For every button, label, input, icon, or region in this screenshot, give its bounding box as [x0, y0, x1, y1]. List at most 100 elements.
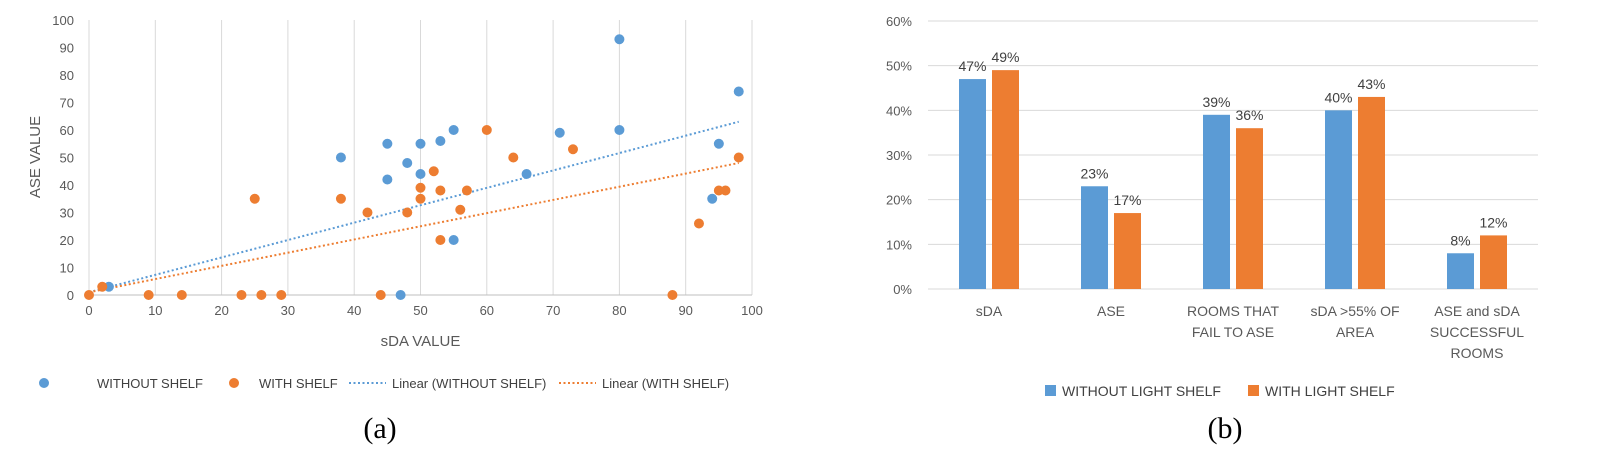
scatter-point-without-shelf — [335, 152, 346, 163]
scatter-point-with-shelf — [435, 235, 446, 245]
bar-data-label-with-light-shelf: 17% — [1113, 192, 1141, 208]
legend-marker-with-shelf — [229, 378, 239, 388]
scatter-x-tick-label: 10 — [148, 303, 162, 318]
bar-without-light-shelf — [1081, 186, 1108, 289]
scatter-point-with-shelf — [84, 290, 94, 300]
panel-label-a: (a) — [363, 412, 396, 445]
bar-with-light-shelf — [1236, 128, 1263, 289]
bar-legend: WITHOUT LIGHT SHELF WITH LIGHT SHELF — [1045, 383, 1395, 399]
scatter-point-without-shelf — [614, 125, 625, 135]
scatter-point-with-shelf — [402, 207, 413, 218]
scatter-x-tick-label: 70 — [546, 303, 560, 318]
scatter-y-tick-label: 70 — [60, 96, 74, 111]
scatter-point-with-shelf — [720, 185, 731, 196]
legend-label-without-shelf: WITHOUT SHELF — [97, 376, 203, 391]
bar-data-label-with-light-shelf: 43% — [1357, 76, 1385, 92]
scatter-point-without-shelf — [521, 169, 532, 179]
legend-swatch-without-light-shelf — [1045, 385, 1056, 396]
scatter-point-with-shelf — [97, 281, 108, 292]
scatter-point-with-shelf — [508, 152, 519, 163]
bar-data-label-with-light-shelf: 49% — [991, 49, 1019, 65]
bar-data-labels: 47% 49% 23% 17% 39% 36% 40% 43% 8% 12% — [958, 49, 1507, 248]
bar-category-label: ASE — [1097, 303, 1125, 319]
trendline-without-shelf — [88, 120, 739, 294]
bar-data-label-without-light-shelf: 39% — [1202, 94, 1230, 110]
bar-data-label-with-light-shelf: 36% — [1235, 107, 1263, 123]
scatter-point-with-shelf — [461, 185, 472, 196]
scatter-y-tick-label: 40 — [60, 178, 74, 193]
bar-gridlines — [928, 20, 1538, 290]
scatter-gridlines — [88, 20, 753, 295]
bar-y-ticks: 0% 10% 20% 30% 40% 50% 60% — [886, 14, 912, 297]
scatter-point-without-shelf — [382, 138, 393, 149]
scatter-y-tick-label: 30 — [60, 206, 74, 221]
scatter-y-tick-label: 90 — [60, 41, 74, 56]
scatter-point-without-shelf — [395, 290, 406, 300]
scatter-x-tick-label: 20 — [214, 303, 228, 318]
bar-data-label-without-light-shelf: 8% — [1450, 232, 1470, 248]
scatter-point-with-shelf — [256, 290, 267, 300]
bar-data-label-without-light-shelf: 23% — [1080, 165, 1108, 181]
bar-data-label-without-light-shelf: 47% — [958, 58, 986, 74]
scatter-x-tick-label: 0 — [85, 303, 92, 318]
bar-y-tick-label: 10% — [886, 237, 912, 252]
scatter-y-tick-label: 0 — [67, 288, 74, 303]
scatter-point-with-shelf — [143, 290, 154, 300]
scatter-point-without-shelf — [448, 125, 459, 135]
bar-category-label: sDA >55% OF AREA — [1310, 303, 1399, 340]
scatter-points — [84, 34, 744, 300]
scatter-point-with-shelf — [481, 125, 492, 135]
scatter-point-with-shelf — [176, 290, 187, 300]
scatter-point-with-shelf — [428, 166, 439, 177]
scatter-point-without-shelf — [713, 138, 724, 149]
bar-y-tick-label: 50% — [886, 59, 912, 74]
scatter-point-with-shelf — [667, 290, 678, 300]
scatter-point-with-shelf — [236, 290, 247, 300]
scatter-point-without-shelf — [707, 193, 718, 204]
scatter-x-tick-label: 80 — [612, 303, 626, 318]
bar-data-label-without-light-shelf: 40% — [1324, 89, 1352, 105]
bar-without-light-shelf — [959, 79, 986, 289]
bar-with-light-shelf — [1480, 235, 1507, 289]
scatter-point-without-shelf — [554, 127, 565, 138]
scatter-point-without-shelf — [614, 34, 625, 45]
scatter-chart: 0 10 20 30 40 50 60 70 80 90 100 0 10 20 30 40 50 60 70 80… — [27, 13, 763, 445]
scatter-point-without-shelf — [415, 169, 426, 179]
scatter-x-tick-label: 50 — [413, 303, 427, 318]
scatter-point-with-shelf — [415, 193, 426, 204]
bar-y-tick-label: 30% — [886, 148, 912, 163]
bar-with-light-shelf — [1114, 213, 1141, 289]
trendline-with-shelf — [88, 162, 739, 294]
scatter-point-with-shelf — [435, 185, 446, 196]
bar-without-light-shelf — [1325, 110, 1352, 289]
scatter-point-with-shelf — [567, 144, 578, 155]
bar-y-tick-label: 0% — [893, 282, 912, 297]
scatter-point-with-shelf — [362, 207, 373, 218]
legend-label-without-light-shelf: WITHOUT LIGHT SHELF — [1062, 383, 1221, 399]
scatter-x-axis-label: sDA VALUE — [381, 333, 461, 350]
scatter-y-tick-label: 80 — [60, 68, 74, 83]
scatter-point-with-shelf — [693, 218, 704, 229]
scatter-point-with-shelf — [249, 193, 260, 204]
bar-category-labels: sDA ASE ROOMS THAT FAIL TO ASE sDA >55% OF AR… — [976, 303, 1525, 361]
scatter-x-tick-label: 40 — [347, 303, 361, 318]
scatter-trendlines — [88, 120, 739, 294]
scatter-x-tick-label: 90 — [678, 303, 692, 318]
bar-y-tick-label: 20% — [886, 193, 912, 208]
scatter-y-tick-label: 50 — [60, 151, 74, 166]
scatter-y-tick-label: 10 — [60, 261, 74, 276]
bar-category-label: ASE and sDA SUCCESSFUL ROOMS — [1430, 303, 1524, 361]
scatter-point-without-shelf — [415, 138, 426, 149]
legend-marker-without-shelf — [39, 378, 49, 388]
scatter-y-tick-label: 100 — [52, 13, 74, 28]
scatter-y-tick-label: 20 — [60, 233, 74, 248]
bar-with-light-shelf — [992, 70, 1019, 289]
scatter-point-with-shelf — [375, 290, 386, 300]
scatter-y-tick-label: 60 — [60, 123, 74, 138]
scatter-point-with-shelf — [276, 290, 287, 300]
scatter-x-tick-label: 30 — [281, 303, 295, 318]
bar-y-tick-label: 60% — [886, 14, 912, 29]
scatter-point-with-shelf — [335, 193, 346, 204]
scatter-point-without-shelf — [435, 136, 446, 146]
